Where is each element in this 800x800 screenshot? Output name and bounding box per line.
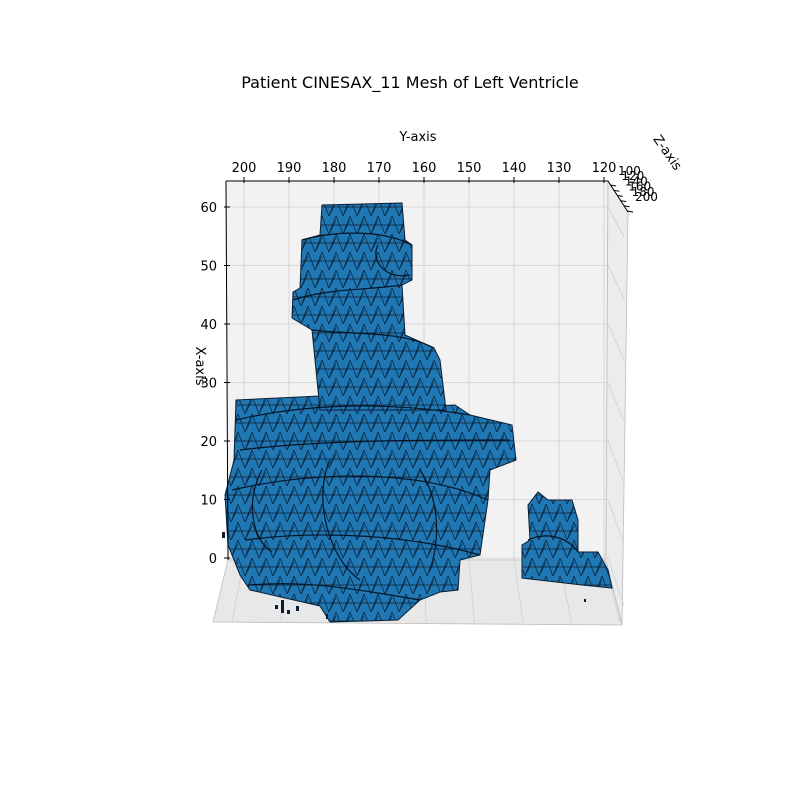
side-pane <box>605 179 629 626</box>
z-tick-mark <box>623 205 630 208</box>
ventricle-mesh <box>222 202 613 623</box>
x-tick-label: 10 <box>200 494 217 509</box>
mesh-debris <box>222 532 586 619</box>
x-axis-label: X-axis <box>192 347 207 386</box>
z-axis-label: Z-axis <box>649 133 684 174</box>
x-axis-line <box>225 180 229 561</box>
mesh-contours <box>231 232 579 601</box>
x-tick-label: 50 <box>200 260 217 275</box>
y-tick-label: 200 <box>232 161 257 176</box>
z-tick-label: 140 <box>625 174 648 188</box>
z-tick-mark <box>613 189 620 192</box>
mesh-right-fragment <box>521 491 613 589</box>
side-grid-line <box>607 557 625 607</box>
x-tick-label: 60 <box>200 201 217 216</box>
tick-marks <box>224 177 634 559</box>
z-tick-label: 200 <box>635 190 658 204</box>
y-tick-label: 190 <box>277 161 302 176</box>
side-grid-line <box>607 382 625 422</box>
z-tick-label: 160 <box>628 180 651 194</box>
y-tick-label: 120 <box>592 161 617 176</box>
z-tick-label: 180 <box>632 185 655 199</box>
z-tick-mark <box>609 184 617 187</box>
y-tick-label: 150 <box>457 161 482 176</box>
side-grid-line <box>607 206 625 238</box>
side-grid-line <box>607 265 625 299</box>
y-tick-label: 140 <box>502 161 527 176</box>
y-axis-label: Y-axis <box>398 130 436 145</box>
z-tick-mark <box>616 194 623 197</box>
y-tick-label: 130 <box>547 161 572 176</box>
z-tick-label: 120 <box>621 169 644 183</box>
y-tick-label: 160 <box>412 161 437 176</box>
y-tick-label: 170 <box>367 161 392 176</box>
side-grid-line <box>607 499 625 545</box>
x-tick-label: 20 <box>200 435 217 450</box>
mesh-lower-body <box>224 395 517 623</box>
x-tick-label: 0 <box>209 552 217 567</box>
chart-title: Patient CINESAX_11 Mesh of Left Ventricl… <box>241 73 579 93</box>
y-tick-label: 180 <box>322 161 347 176</box>
side-grid-line <box>607 440 625 484</box>
floor-grid-line <box>513 559 524 623</box>
z-tick-mark <box>620 200 627 203</box>
x-tick-label: 40 <box>200 318 217 333</box>
z-tick-mark <box>626 210 634 213</box>
z-axis-line <box>607 180 629 213</box>
side-grid-line <box>607 323 625 361</box>
x-tick-label: 30 <box>200 377 217 392</box>
z-tick-label: 100 <box>618 164 641 178</box>
axis-lines <box>225 180 629 561</box>
floor-grid-line <box>468 559 475 623</box>
